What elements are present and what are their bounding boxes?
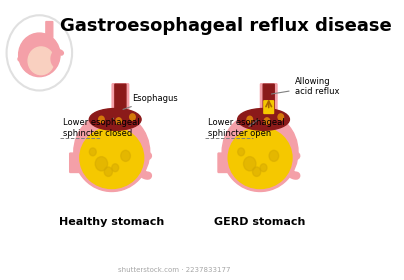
Text: Healthy stomach: Healthy stomach bbox=[59, 217, 164, 227]
Circle shape bbox=[116, 118, 122, 124]
Circle shape bbox=[112, 164, 119, 172]
FancyBboxPatch shape bbox=[112, 84, 128, 113]
Circle shape bbox=[264, 118, 270, 124]
Ellipse shape bbox=[19, 33, 60, 77]
Circle shape bbox=[260, 164, 267, 172]
FancyBboxPatch shape bbox=[69, 153, 82, 172]
FancyBboxPatch shape bbox=[263, 84, 274, 112]
Ellipse shape bbox=[74, 112, 150, 192]
Circle shape bbox=[95, 157, 107, 171]
Text: Lower esophageal
sphincter closed: Lower esophageal sphincter closed bbox=[63, 118, 140, 138]
Circle shape bbox=[130, 114, 135, 120]
Ellipse shape bbox=[89, 109, 141, 130]
Circle shape bbox=[121, 150, 130, 161]
Circle shape bbox=[247, 116, 252, 123]
FancyBboxPatch shape bbox=[261, 84, 277, 113]
Ellipse shape bbox=[80, 127, 144, 188]
FancyBboxPatch shape bbox=[218, 153, 230, 172]
Text: GERD stomach: GERD stomach bbox=[215, 217, 306, 227]
Text: Esophagus: Esophagus bbox=[123, 94, 178, 109]
Circle shape bbox=[278, 114, 284, 120]
Circle shape bbox=[89, 148, 96, 156]
FancyBboxPatch shape bbox=[115, 84, 126, 112]
Circle shape bbox=[252, 167, 261, 176]
Circle shape bbox=[238, 148, 244, 156]
Ellipse shape bbox=[28, 47, 54, 75]
Ellipse shape bbox=[238, 109, 289, 130]
Text: Lower esophageal
sphincter open: Lower esophageal sphincter open bbox=[208, 118, 285, 138]
Circle shape bbox=[269, 150, 279, 161]
Circle shape bbox=[244, 157, 256, 171]
FancyBboxPatch shape bbox=[264, 101, 274, 113]
Ellipse shape bbox=[222, 112, 298, 192]
FancyBboxPatch shape bbox=[46, 22, 53, 38]
Text: Allowing
acid reflux: Allowing acid reflux bbox=[271, 77, 339, 96]
Circle shape bbox=[99, 116, 104, 123]
Text: shutterstock.com · 2237833177: shutterstock.com · 2237833177 bbox=[118, 267, 230, 273]
Ellipse shape bbox=[228, 127, 292, 188]
Text: Gastroesophageal reflux disease: Gastroesophageal reflux disease bbox=[60, 17, 391, 35]
Circle shape bbox=[6, 15, 72, 90]
Circle shape bbox=[104, 167, 112, 176]
